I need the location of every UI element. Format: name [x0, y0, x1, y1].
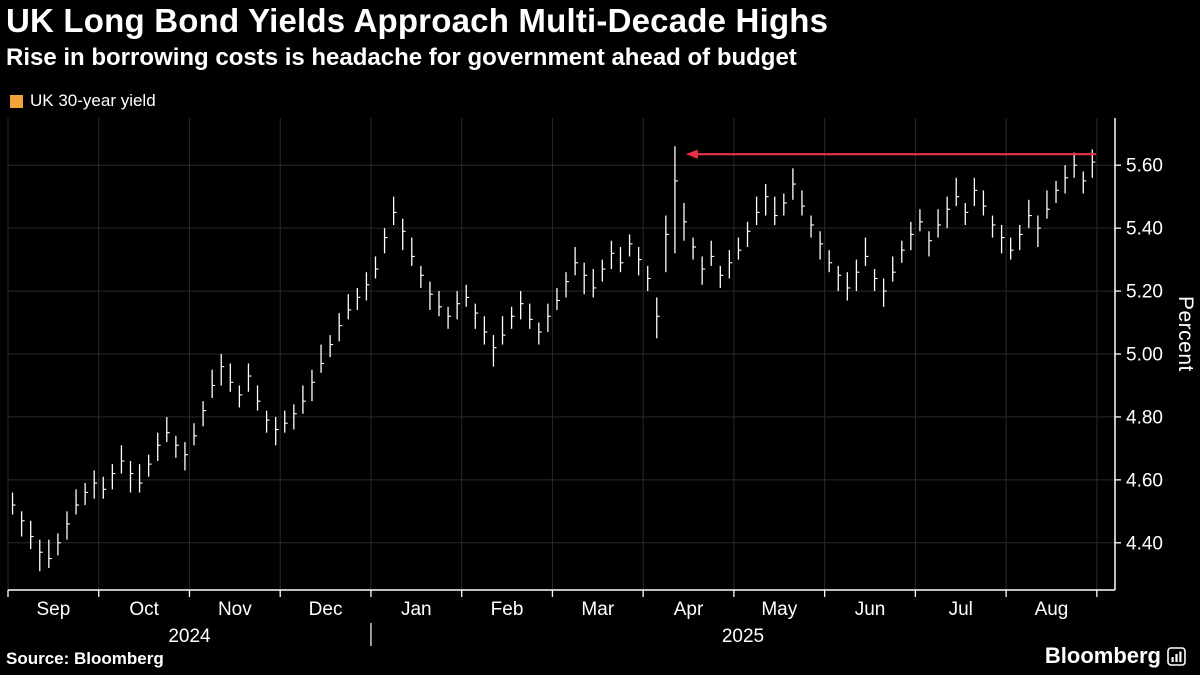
chart-subtitle: Rise in borrowing costs is headache for … — [6, 44, 797, 71]
bloomberg-terminal-icon — [1167, 646, 1186, 666]
y-tick-label: 5.00 — [1126, 345, 1163, 366]
gridlines — [7, 118, 1115, 590]
y-tick-label: 5.20 — [1126, 282, 1163, 303]
x-tick-label-month: Sep — [36, 599, 70, 620]
x-tick-label-month: Aug — [1035, 599, 1069, 620]
legend: UK 30-year yield — [10, 91, 156, 111]
chart-title: UK Long Bond Yields Approach Multi-Decad… — [6, 2, 829, 39]
bloomberg-logo-text: Bloomberg — [1044, 643, 1161, 668]
yield-bars — [11, 146, 1096, 572]
y-tick-label: 4.40 — [1126, 533, 1163, 554]
y-tick-label: 4.60 — [1126, 470, 1163, 491]
y-tick-label: 5.60 — [1126, 156, 1163, 177]
x-tick-label-month: Feb — [491, 599, 524, 620]
x-tick-label-month: Jun — [855, 599, 886, 620]
legend-label: UK 30-year yield — [30, 91, 156, 110]
x-tick-label-month: Mar — [581, 599, 614, 620]
x-tick-label-month: Apr — [674, 599, 704, 620]
legend-swatch-icon — [10, 94, 23, 108]
x-tick-label-month: Jul — [949, 599, 973, 620]
y-axis-title: Percent — [1174, 296, 1197, 372]
bloomberg-logo: Bloomberg — [1045, 643, 1186, 669]
x-tick-label-month: Nov — [218, 599, 252, 620]
axes: 4.40 4.60 4.80 5.00 5.20 5.40 5.60 Sep Oct Nov Dec… — [7, 118, 1163, 647]
chart-plot-area: 4.40 4.60 4.80 5.00 5.20 5.40 5.60 Sep Oct Nov Dec… — [7, 118, 1163, 647]
y-tick-label: 4.80 — [1126, 407, 1163, 428]
x-tick-label-month: Oct — [129, 599, 159, 620]
x-tick-label-month: Jan — [401, 599, 432, 620]
annotation-arrow — [685, 149, 1096, 159]
x-tick-label-month: May — [761, 599, 797, 620]
source-note: Source: Bloomberg — [6, 649, 164, 668]
x-tick-label-year: 2024 — [168, 626, 211, 647]
y-tick-label: 5.40 — [1126, 219, 1163, 240]
x-tick-label-year: 2025 — [722, 626, 764, 647]
x-tick-label-month: Dec — [309, 599, 343, 620]
